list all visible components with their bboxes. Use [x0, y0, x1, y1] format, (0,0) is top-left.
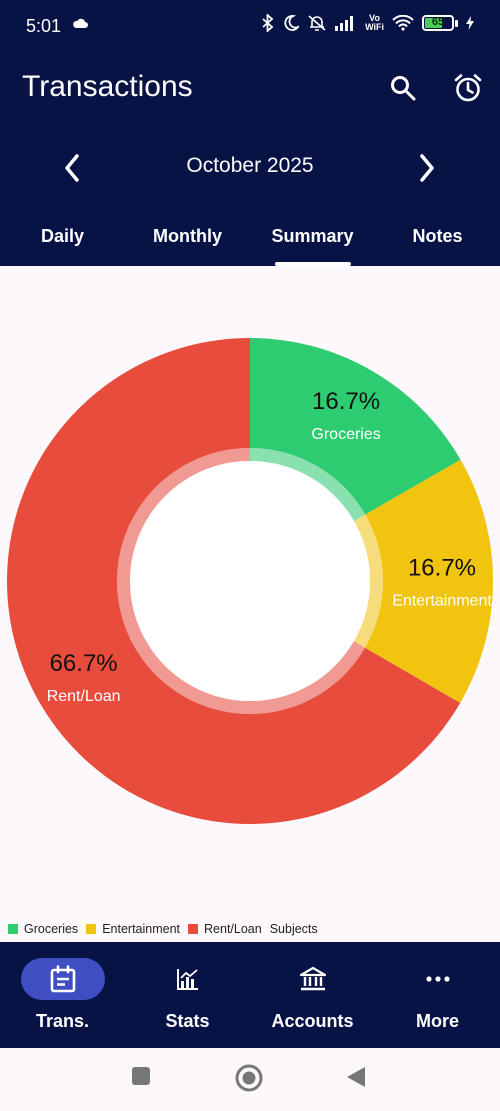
- bluetooth-icon: [262, 14, 274, 32]
- previous-month-button[interactable]: [54, 150, 90, 186]
- vowifi-label-top: Vo: [369, 13, 380, 23]
- cloud-icon: [73, 18, 88, 28]
- search-icon: [391, 76, 416, 101]
- tab-summary[interactable]: Summary: [250, 218, 375, 266]
- alarm-button[interactable]: [450, 70, 486, 106]
- chart-icon: [176, 969, 198, 990]
- battery-percent: 65: [431, 16, 445, 28]
- slice-category-label: Entertainment: [392, 592, 492, 609]
- page-title: Transactions: [22, 70, 193, 103]
- chart-area: 16.7% Groceries 16.7% Entertainment 66.7% Ren…: [0, 266, 500, 942]
- status-icons: Vo WiFi 65: [261, 14, 474, 32]
- chevron-left-icon: [65, 154, 79, 182]
- donut-slice-groceries[interactable]: [250, 338, 461, 515]
- tab-notes[interactable]: Notes: [412, 226, 463, 246]
- legend-swatch: [86, 924, 97, 934]
- tab-daily[interactable]: Daily: [40, 226, 85, 246]
- month-navigator: October 2025: [0, 146, 500, 188]
- slice-value-label: 16.7%: [312, 388, 380, 415]
- tab-monthly[interactable]: Monthly: [153, 226, 222, 246]
- legend-subjects-label: Subjects: [269, 922, 318, 936]
- nav-label: Trans.: [35, 1011, 90, 1031]
- legend-swatch: [188, 924, 199, 934]
- legend-label: Rent/Loan: [204, 922, 262, 936]
- bank-icon: [299, 966, 326, 991]
- nav-stats[interactable]: Stats: [125, 942, 250, 1048]
- nav-accounts[interactable]: Accounts: [250, 942, 375, 1048]
- nav-trans[interactable]: Trans.: [0, 942, 125, 1048]
- chevron-right-icon: [420, 154, 434, 182]
- legend-label: Entertainment: [102, 922, 181, 936]
- nav-label: Accounts: [271, 1011, 354, 1031]
- calendar-icon: [50, 965, 75, 993]
- donut-hole: [130, 461, 370, 701]
- donut-chart: 16.7% Groceries 16.7% Entertainment 66.7% Ren…: [6, 338, 493, 824]
- more-dots-icon: [425, 976, 450, 982]
- app-header: 5:01 Vo WiFi 65 Transactions: [0, 0, 500, 266]
- slice-value-label: 66.7%: [50, 650, 118, 677]
- next-month-button[interactable]: [409, 150, 445, 186]
- donut-slice-rent-loan[interactable]: [6, 338, 461, 824]
- recent-apps-button[interactable]: [131, 1066, 151, 1086]
- status-time: 5:01: [26, 16, 62, 36]
- donut-slice-entertainment[interactable]: [365, 459, 493, 703]
- bottom-navigation: Trans. Stats Accounts More: [0, 942, 500, 1048]
- signal-icon: [335, 16, 354, 31]
- alarm-icon: [454, 74, 482, 102]
- home-button[interactable]: [235, 1064, 263, 1092]
- month-label: October 2025: [186, 154, 314, 177]
- wifi-icon: [392, 15, 414, 31]
- muted-bell-icon: [308, 15, 326, 31]
- battery-icon: 65: [422, 15, 458, 31]
- view-tabs: Daily Monthly Summary Notes: [0, 218, 500, 266]
- slice-category-label: Groceries: [311, 426, 380, 443]
- legend-item-rent-loan: Rent/Loan: [188, 922, 262, 936]
- nav-label: Stats: [165, 1011, 210, 1031]
- nav-label: More: [415, 1011, 459, 1031]
- slice-value-label: 16.7%: [408, 554, 476, 581]
- legend-swatch: [8, 924, 18, 934]
- charging-bolt-icon: [466, 16, 474, 30]
- legend-item-groceries: Groceries: [8, 922, 78, 936]
- legend-item-entertainment: Entertainment: [86, 922, 180, 936]
- donut-inner-band: [353, 514, 383, 648]
- slice-category-label: Rent/Loan: [47, 688, 121, 705]
- vowifi-label-bottom: WiFi: [365, 22, 384, 32]
- chart-legend: Groceries Entertainment Rent/Loan Subjec…: [8, 922, 318, 936]
- system-navigation-bar: [0, 1048, 500, 1111]
- search-button[interactable]: [385, 70, 421, 106]
- moon-icon: [284, 15, 300, 31]
- nav-more[interactable]: More: [375, 942, 500, 1048]
- donut-inner-band: [250, 448, 366, 522]
- back-button[interactable]: [346, 1066, 366, 1088]
- status-bar: 5:01 Vo WiFi 65: [0, 0, 500, 52]
- legend-label: Groceries: [24, 922, 79, 936]
- vowifi-label: Vo WiFi: [365, 14, 384, 32]
